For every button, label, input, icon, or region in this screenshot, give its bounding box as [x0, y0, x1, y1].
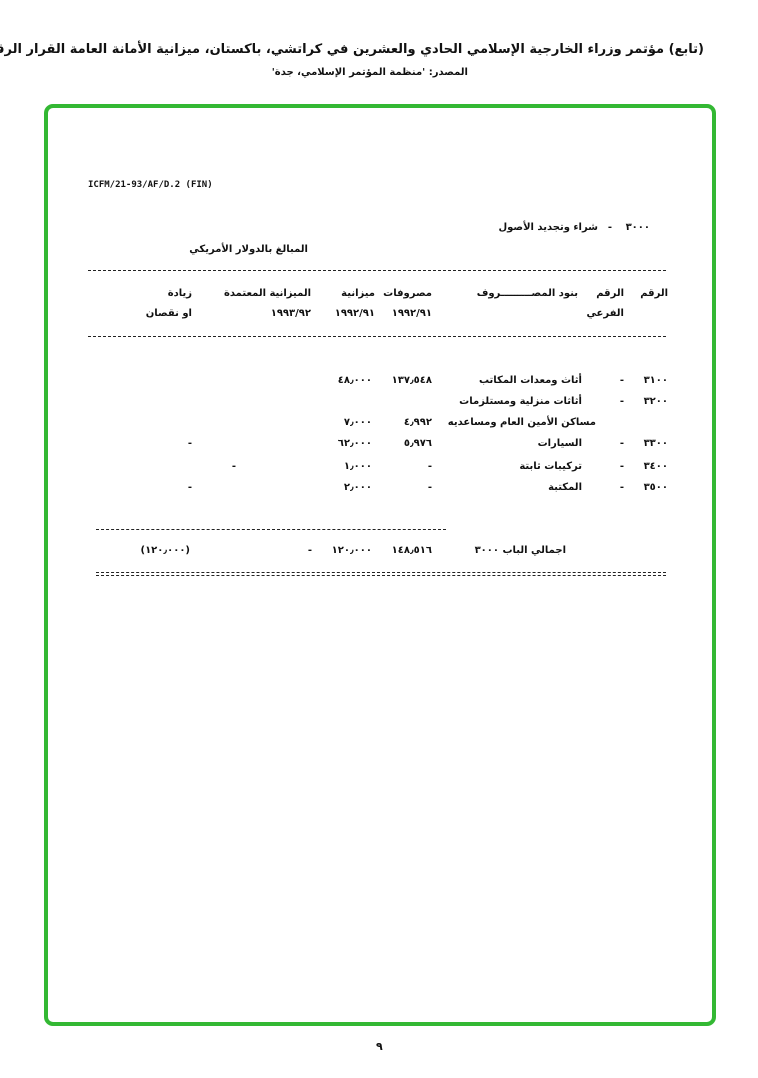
table-cell: أثاثات منزلية ومستلزمات	[459, 396, 582, 407]
table-cell: مساكن الأمين العام ومساعديه	[447, 417, 596, 428]
table-cell: ٣٥٠٠	[643, 482, 668, 493]
total-cell: ١٤٨٫٥١٦	[391, 545, 432, 556]
total-cell: (١٢٠٫٠٠٠)	[140, 545, 190, 556]
table-cell: ١٫٠٠٠	[343, 461, 372, 472]
table-cell: -	[619, 375, 624, 386]
column-header: او نقصان	[145, 308, 192, 319]
table-cell: ٦٢٫٠٠٠	[337, 438, 372, 449]
column-header: ١٩٩٢/٩١	[391, 308, 432, 319]
rule	[88, 336, 666, 337]
table-cell: ٣٤٠٠	[643, 461, 668, 472]
table-cell: ٢٫٠٠٠	[343, 482, 372, 493]
section-number: ٣٠٠٠	[625, 222, 650, 233]
column-header: الرقم	[596, 288, 624, 299]
column-header: مصروفات	[383, 288, 432, 299]
table-cell: ٥٫٩٧٦	[403, 438, 432, 449]
table-cell: المكتبة	[548, 482, 582, 493]
section-dash: -	[607, 222, 612, 233]
table-cell: تركيبات ثابتة	[519, 461, 582, 472]
table-cell: ١٣٧٫٥٤٨	[391, 375, 432, 386]
currency-note: المبالغ بالدولار الأمريكي	[189, 244, 308, 255]
rule	[96, 529, 446, 530]
total-cell: -	[307, 545, 312, 556]
header-source: المصدر: 'منظمة المؤتمر الإسلامي، جدة'	[271, 67, 468, 78]
reference: ICFM/21-93/AF/D.2 (FIN)	[88, 180, 213, 190]
table-cell: -	[187, 482, 192, 493]
frame	[44, 104, 716, 1026]
table-cell: أثاث ومعدات المكاتب	[478, 375, 582, 386]
section-title: شراء وتجديد الأصول	[498, 222, 598, 233]
total-cell: اجمالي الباب ٣٠٠٠	[474, 545, 566, 556]
page-number: ٩	[376, 1040, 383, 1053]
column-header: ١٩٩٢/٩١	[334, 308, 375, 319]
table-cell: -	[619, 438, 624, 449]
column-header: ميزانية	[341, 288, 375, 299]
rule	[88, 270, 666, 271]
column-header: الرقم	[640, 288, 668, 299]
table-cell: ٧٫٠٠٠	[343, 417, 372, 428]
table-cell: ٤٨٫٠٠٠	[337, 375, 372, 386]
column-header: بنود المصـــــــــروف	[476, 288, 578, 299]
column-header: زيادة	[167, 288, 192, 299]
table-cell: ٤٫٩٩٢	[403, 417, 432, 428]
column-header: الميزانية المعتمدة	[224, 288, 311, 299]
table-cell: السيارات	[537, 438, 582, 449]
column-header: الفرعي	[586, 308, 624, 319]
rule	[96, 575, 666, 576]
table-cell: -	[619, 396, 624, 407]
table-cell: -	[619, 461, 624, 472]
table-cell: ٣٣٠٠	[643, 438, 668, 449]
rule	[96, 572, 666, 573]
table-cell: ٣١٠٠	[643, 375, 668, 386]
header-title: (تابع) مؤتمر وزراء الخارجية الإسلامي الح…	[0, 42, 704, 57]
table-cell: ٣٢٠٠	[643, 396, 668, 407]
column-header: ١٩٩٣/٩٢	[270, 308, 311, 319]
total-cell: ١٢٠٫٠٠٠	[331, 545, 372, 556]
table-cell: -	[427, 461, 432, 472]
table-cell: -	[427, 482, 432, 493]
table-cell: -	[619, 482, 624, 493]
table-cell: -	[231, 461, 236, 472]
table-cell: -	[187, 438, 192, 449]
